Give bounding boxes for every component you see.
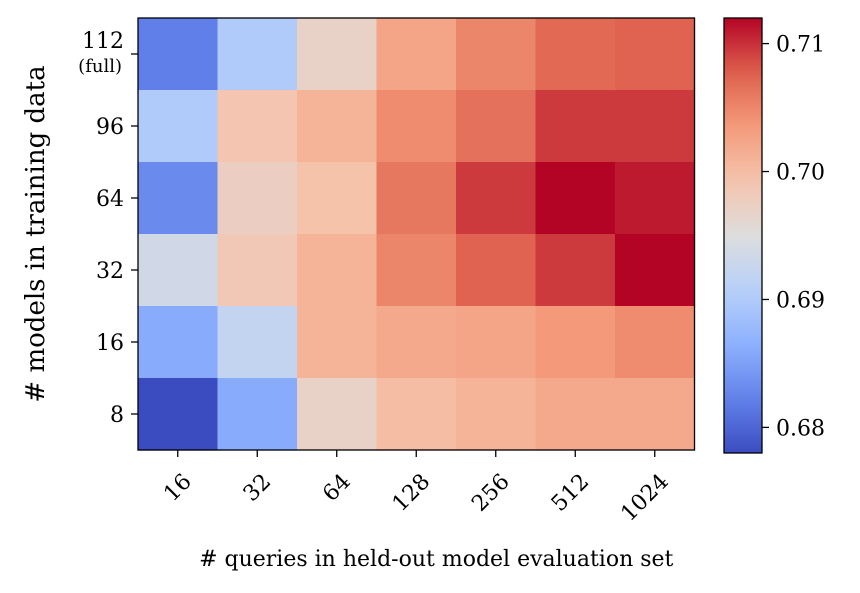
heatmap-cell bbox=[535, 90, 616, 163]
heatmap-cell bbox=[297, 378, 378, 451]
heatmap-cell bbox=[456, 378, 537, 451]
x-axis-title: # queries in held-out model evaluation s… bbox=[199, 547, 673, 572]
heatmap-cell bbox=[376, 90, 457, 163]
colorbar-tick-label: 0.70 bbox=[776, 161, 825, 186]
heatmap-cell bbox=[615, 378, 696, 451]
heatmap-cell bbox=[138, 90, 219, 163]
colorbar-ticks: 0.68 0.69 0.70 0.71 bbox=[762, 33, 825, 441]
heatmap-cell bbox=[535, 378, 616, 451]
heatmap-cell bbox=[297, 306, 378, 379]
y-tick-label: 96 bbox=[96, 115, 124, 140]
y-tick-sublabel: (full) bbox=[78, 56, 122, 77]
heatmap-cell bbox=[138, 378, 219, 451]
heatmap-cell bbox=[456, 306, 537, 379]
heatmap-cell bbox=[456, 90, 537, 163]
heatmap-cell bbox=[615, 306, 696, 379]
heatmap-cell bbox=[535, 18, 616, 91]
heatmap-cell bbox=[217, 18, 298, 91]
colorbar-tick-label: 0.69 bbox=[776, 288, 825, 313]
heatmap-cell bbox=[376, 306, 457, 379]
heatmap-cell bbox=[297, 90, 378, 163]
y-tick-label: 8 bbox=[110, 403, 124, 428]
heatmap-cell bbox=[138, 18, 219, 91]
y-axis: 112(full) 96 64 32 16 8 bbox=[78, 29, 138, 428]
heatmap-cell bbox=[217, 306, 298, 379]
x-tick-label: 512 bbox=[547, 469, 594, 516]
heatmap-cell bbox=[138, 162, 219, 235]
colorbar-gradient bbox=[723, 17, 763, 454]
heatmap-cell bbox=[535, 234, 616, 307]
heatmap-cell bbox=[615, 234, 696, 307]
x-tick-label: 1024 bbox=[616, 469, 673, 526]
heatmap-cell bbox=[456, 162, 537, 235]
heatmap-cell bbox=[376, 18, 457, 91]
heatmap-cell bbox=[456, 18, 537, 91]
x-tick-label: 256 bbox=[467, 469, 514, 516]
heatmap-cell bbox=[217, 162, 298, 235]
heatmap-cell bbox=[138, 234, 219, 307]
x-axis: 16 32 64 128 256 512 1024 bbox=[159, 450, 674, 527]
heatmap-cell bbox=[297, 162, 378, 235]
y-tick-label: 32 bbox=[96, 259, 124, 284]
heatmap-cell bbox=[535, 162, 616, 235]
heatmap-cell bbox=[376, 234, 457, 307]
heatmap-cell bbox=[376, 162, 457, 235]
x-tick-label: 128 bbox=[388, 469, 435, 516]
x-tick-label: 32 bbox=[239, 469, 276, 506]
heatmap-cells bbox=[138, 18, 696, 451]
y-tick-label: 16 bbox=[96, 331, 124, 356]
colorbar: 0.68 0.69 0.70 0.71 bbox=[723, 17, 825, 454]
heatmap-cell bbox=[138, 306, 219, 379]
heatmap-cell bbox=[535, 306, 616, 379]
heatmap-cell bbox=[615, 90, 696, 163]
colorbar-tick-label: 0.68 bbox=[776, 416, 825, 441]
heatmap-cell bbox=[615, 162, 696, 235]
heatmap-cell bbox=[217, 90, 298, 163]
heatmap-cell bbox=[217, 378, 298, 451]
heatmap-cell bbox=[615, 18, 696, 91]
colorbar-tick-label: 0.71 bbox=[776, 33, 825, 58]
heatmap-cell bbox=[456, 234, 537, 307]
heatmap-cell bbox=[297, 234, 378, 307]
x-tick-label: 16 bbox=[159, 469, 196, 506]
y-tick-label: 112 bbox=[82, 29, 124, 54]
x-tick-label: 64 bbox=[318, 469, 355, 506]
heatmap-cell bbox=[376, 378, 457, 451]
heatmap-cell bbox=[217, 234, 298, 307]
y-axis-title: # models in training data bbox=[21, 65, 51, 402]
y-tick-label: 64 bbox=[96, 187, 124, 212]
heatmap-cell bbox=[297, 18, 378, 91]
